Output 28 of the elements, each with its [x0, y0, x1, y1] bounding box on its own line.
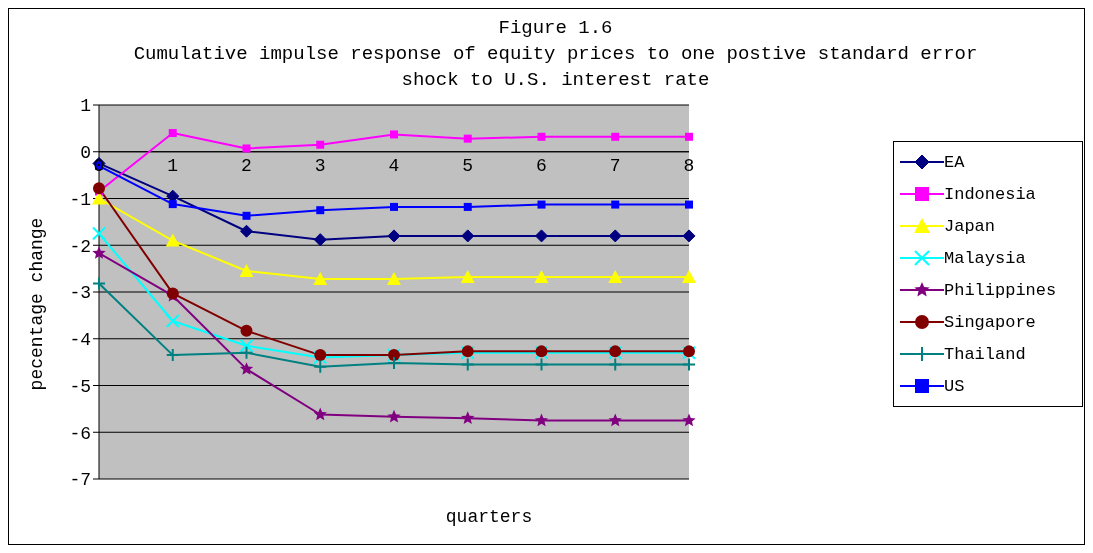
y-tick-label: 1 — [80, 96, 91, 117]
y-tick-label: -4 — [69, 330, 91, 351]
legend-label: Philippines — [944, 280, 1057, 300]
x-tick-label: 4 — [388, 155, 400, 176]
y-axis-title: pecentage change — [27, 217, 48, 391]
y-tick-label: -7 — [69, 470, 91, 491]
y-tick-label: -3 — [69, 283, 91, 304]
x-tick-label: 8 — [683, 155, 695, 176]
x-tick-label: 2 — [241, 155, 252, 176]
x-axis-title: quarters — [444, 507, 534, 527]
y-tick-label: -2 — [69, 236, 91, 257]
x-tick-label: 6 — [536, 155, 547, 176]
legend-label: Malaysia — [944, 248, 1026, 268]
y-tick-label: -1 — [69, 189, 91, 210]
x-tick-label: 5 — [462, 155, 474, 176]
legend-label: EA — [944, 152, 965, 172]
legend-label: Singapore — [944, 312, 1036, 332]
legend-label: Indonesia — [944, 184, 1036, 204]
x-tick-label: 1 — [167, 155, 179, 176]
x-tick-label: 3 — [314, 155, 326, 176]
y-tick-label: -6 — [69, 423, 91, 444]
chart-title: Figure 1.6 — [497, 16, 614, 41]
chart-subtitle: Cumulative impulse response of equity prices to one postive standard error shock to U.S. interest rate — [132, 42, 979, 93]
y-tick-label: -5 — [69, 376, 91, 397]
legend-label: Thailand — [944, 344, 1026, 364]
legend-label: US — [944, 376, 965, 396]
x-tick-label: 7 — [609, 155, 621, 176]
legend-label: Japan — [944, 216, 996, 236]
